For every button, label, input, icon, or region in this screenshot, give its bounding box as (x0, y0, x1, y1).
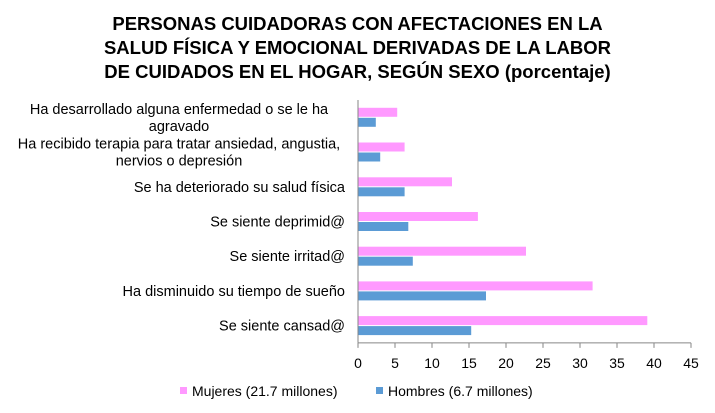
x-tick-label-9: 45 (683, 355, 699, 371)
bar-hombres-4 (358, 256, 413, 266)
x-tick-label-5: 25 (535, 355, 551, 371)
x-tick-label-2: 10 (424, 355, 440, 371)
category-label-0-1: agravado (149, 119, 209, 135)
chart-title-line-1: PERSONAS CUIDADORAS CON AFECTACIONES EN … (112, 13, 603, 34)
x-tick-label-7: 35 (609, 355, 625, 371)
chart-title-line-2: SALUD FÍSICA Y EMOCIONAL DERIVADAS DE LA… (103, 37, 612, 58)
x-tick-label-8: 40 (646, 355, 662, 371)
bar-hombres-2 (358, 187, 405, 197)
bar-hombres-5 (358, 291, 486, 301)
bar-hombres-0 (358, 117, 376, 127)
legend-swatch-0 (180, 387, 187, 394)
bar-mujeres-3 (358, 212, 478, 221)
bar-mujeres-4 (358, 246, 526, 256)
x-tick-label-0: 0 (354, 355, 362, 371)
category-label-1-1: nervios o depresión (116, 154, 243, 170)
category-label-3-0: Se siente deprimid@ (210, 215, 345, 231)
bar-hombres-1 (358, 152, 381, 162)
x-tick-label-1: 5 (391, 355, 399, 371)
category-label-1-0: Ha recibido terapia para tratar ansiedad… (18, 137, 340, 153)
chart-title: PERSONAS CUIDADORAS CON AFECTACIONES EN … (0, 12, 715, 84)
category-label-4-0: Se siente irritad@ (230, 249, 345, 265)
legend-label-0: Mujeres (21.7 millones) (192, 383, 338, 399)
legend-swatch-1 (376, 387, 383, 394)
category-label-0-0: Ha desarrollado alguna enfermedad o se l… (30, 102, 329, 118)
bar-mujeres-1 (358, 142, 405, 152)
bar-mujeres-0 (358, 107, 398, 117)
x-tick-label-6: 30 (572, 355, 588, 371)
category-label-5-0: Ha disminuido su tiempo de sueño (123, 284, 345, 300)
bar-mujeres-2 (358, 177, 452, 187)
bar-hombres-3 (358, 222, 409, 231)
bar-mujeres-5 (358, 281, 593, 291)
bar-mujeres-6 (358, 316, 648, 326)
bar-hombres-6 (358, 326, 472, 336)
category-label-2-0: Se ha deteriorado su salud física (134, 180, 346, 196)
category-label-6-0: Se siente cansad@ (219, 319, 345, 335)
chart-title-line-3: DE CUIDADOS EN EL HOGAR, SEGÚN SEXO (por… (104, 61, 611, 82)
x-tick-label-3: 15 (461, 355, 477, 371)
legend-label-1: Hombres (6.7 millones) (388, 383, 533, 399)
x-tick-label-4: 20 (498, 355, 514, 371)
